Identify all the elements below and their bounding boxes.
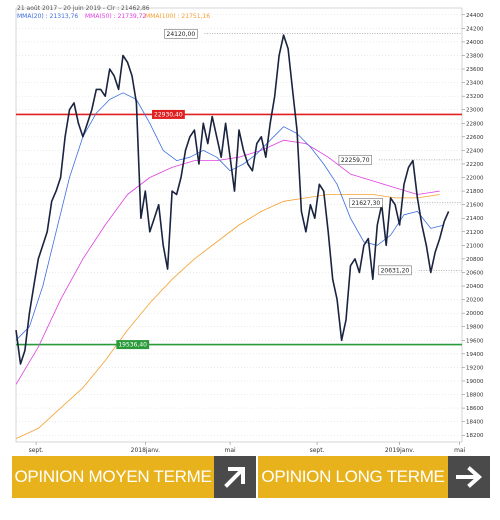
y-tick-label: 24400 [466,13,484,19]
y-tick-label: 22800 [466,121,484,127]
label-box-mid_low [349,198,383,208]
label-box-resistance_level [152,109,185,119]
y-tick-label: 19400 [466,352,484,358]
y-tick-label: 18400 [466,420,484,426]
y-tick-label: 21000 [466,243,484,249]
y-tick-label: 24200 [466,26,484,32]
series-line-price [15,34,450,365]
y-tick-label: 18600 [466,406,484,412]
y-tick-label: 22600 [466,135,484,141]
label-box-mid_high [338,155,372,165]
label-box-peak [164,29,198,39]
y-tick-label: 23000 [466,108,484,114]
label-peak: 24120,00 [167,31,196,38]
y-tick-label: 20200 [466,298,484,304]
chart-range: 21 août 2017 - 20 juin 2019 - Clr : 2146… [17,5,150,12]
y-tick-label: 21200 [466,230,484,236]
y-tick-label: 19000 [466,379,484,385]
x-tick-label: sept. [310,447,325,454]
y-tick-label: 20400 [466,284,484,290]
y-tick-label: 20600 [466,270,484,276]
opinion-moyen-terme-label: OPINION MOYEN TERME [14,467,212,486]
x-tick-label: 2019janv. [385,447,415,454]
series-line-mma20 [15,92,445,341]
y-tick-label: 21600 [466,203,484,209]
y-tick-label: 18800 [466,393,484,399]
x-tick-label: sept. [29,447,44,454]
y-tick-label: 21800 [466,189,484,195]
annotations: 24120,00 22259,70 21627,30 20631,20 22930,40… [116,29,462,350]
label-mid_high: 22259,70 [341,157,370,164]
label-low: 20631,20 [381,267,410,274]
label-resistance_level: 22930,40 [154,111,183,118]
x-tick-label: 2018janv. [131,447,161,454]
label-mid_low: 21627,30 [352,200,381,207]
y-tick-label: 23200 [466,94,484,100]
chart: 24120,00 22259,70 21627,30 20631,20 22930,40… [15,7,484,454]
arrow-right-icon [448,456,490,498]
y-tick-label: 19800 [466,325,484,331]
arrow-up-right-icon [214,456,256,498]
y-tick-label: 20800 [466,257,484,263]
opinion-moyen-terme-banner: OPINION MOYEN TERME [12,456,214,498]
legend-mma20: MMA(20) : 21313,76 [17,13,79,20]
label-box-low [378,265,412,276]
y-tick-label: 23400 [466,81,484,87]
y-tick-label: 24000 [466,40,484,46]
y-tick-label: 22400 [466,148,484,154]
y-tick-label: 23600 [466,67,484,73]
plot-frame [15,7,463,443]
y-tick-label: 20000 [466,311,484,317]
x-tick-label: mai [224,447,236,454]
x-tick-label: mai [454,447,466,454]
opinion-long-terme-banner: OPINION LONG TERME [258,456,448,498]
label-support_level: 19536,40 [118,342,147,349]
levels [16,113,462,346]
y-tick-label: 22000 [466,176,484,182]
series-line-mma50 [15,139,440,385]
x-axis: sept. 2018janv. mai sept. 2019janv. mai [29,442,466,454]
y-tick-label: 22200 [466,162,484,168]
series [15,34,450,439]
y-tick-label: 19200 [466,365,484,371]
y-tick-label: 19600 [466,338,484,344]
y-tick-label: 23800 [466,53,484,59]
opinion-long-terme-label: OPINION LONG TERME [261,467,445,486]
grid [15,7,463,443]
legend-mma50: MMA(50) : 21739,72 [85,13,147,20]
legend-mma100: MMA(100) : 21751,16 [145,13,211,20]
y-axis: 18200 18400 18600 18800 19000 19200 19400 19600… [462,13,484,439]
label-box-support_level [116,340,150,350]
series-line-mma100 [15,194,440,439]
y-tick-label: 18200 [466,433,484,439]
y-tick-label: 21400 [466,216,484,222]
